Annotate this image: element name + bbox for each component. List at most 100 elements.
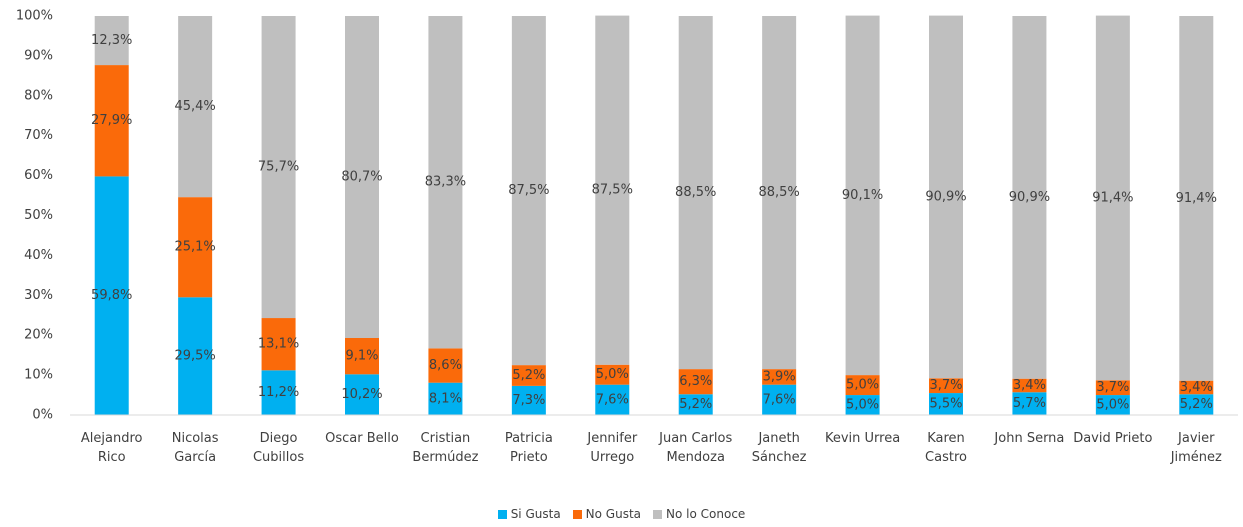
x-tick-label: Kevin Urrea <box>824 431 901 446</box>
data-label: 27,9% <box>91 113 132 128</box>
data-label: 83,3% <box>425 175 466 190</box>
y-tick-label: 60% <box>24 168 53 183</box>
data-label: 10,2% <box>341 387 382 402</box>
data-label: 87,5% <box>508 183 549 198</box>
bar-segment <box>678 16 713 370</box>
x-tick-label: Javier Jiménez <box>1170 431 1222 465</box>
bar-segment <box>929 15 963 379</box>
y-tick-label: 70% <box>24 128 53 143</box>
legend-label: No Gusta <box>585 507 642 521</box>
bar-segment <box>1095 395 1130 415</box>
bar-segment <box>595 364 630 385</box>
bar-segment <box>845 15 880 376</box>
bar-segment <box>1095 380 1130 396</box>
data-label: 90,9% <box>1009 190 1050 205</box>
data-label: 3,4% <box>1180 380 1213 395</box>
bar-segment <box>94 176 129 415</box>
bar-segment <box>178 16 213 198</box>
y-tick-label: 30% <box>24 288 53 303</box>
data-label: 5,0% <box>846 398 879 413</box>
legend-swatch <box>572 510 582 519</box>
bar-segment <box>1012 378 1047 393</box>
data-label: 3,7% <box>1096 380 1129 395</box>
data-label: 13,1% <box>258 337 299 352</box>
y-tick-label: 50% <box>24 208 53 223</box>
y-tick-label: 10% <box>24 368 53 383</box>
bar-segment <box>428 348 463 383</box>
data-label: 91,4% <box>1092 190 1133 205</box>
data-label: 11,2% <box>258 385 299 400</box>
data-label: 7,6% <box>763 392 796 407</box>
x-tick-label: Karen Castro <box>925 431 967 465</box>
legend-item: No Gusta <box>572 507 642 521</box>
bar-segment <box>595 15 630 365</box>
bar-segment <box>94 65 129 177</box>
y-tick-label: 20% <box>24 328 53 343</box>
bar-segment <box>1179 394 1214 415</box>
data-label: 87,5% <box>592 183 633 198</box>
bar-segment <box>511 365 546 386</box>
x-tick-label: Patricia Prieto <box>504 431 553 465</box>
bar-segment <box>845 395 880 415</box>
data-label: 88,5% <box>675 185 716 200</box>
data-label: 59,8% <box>91 288 132 303</box>
x-tick-label: Cristian Bermúdez <box>412 431 479 465</box>
bar-segment <box>762 384 797 415</box>
plot: 0% 10% 20% 30% 40% 50% 60% 70% 80% 90% 100% 59,8% 27… <box>16 9 1238 423</box>
bar-segment <box>1012 16 1047 379</box>
data-label: 6,3% <box>679 374 712 389</box>
data-label: 9,1% <box>345 349 378 364</box>
bar-segment <box>428 382 463 415</box>
bar-segment <box>929 378 963 394</box>
data-label: 90,1% <box>842 188 883 203</box>
x-tick-label: Oscar Bello <box>325 431 399 446</box>
data-label: 5,2% <box>512 368 545 383</box>
bar-segment <box>678 394 713 415</box>
data-label: 5,5% <box>929 397 962 412</box>
data-label: 12,3% <box>91 33 132 48</box>
bar-segment <box>345 374 379 415</box>
bar-segment <box>511 385 546 415</box>
legend-item: Si Gusta <box>497 507 561 521</box>
x-tick-label: David Prieto <box>1073 431 1153 446</box>
data-label: 45,4% <box>174 99 215 114</box>
data-label: 5,0% <box>596 367 629 382</box>
x-tick-label: Janeth Sánchez <box>751 431 807 465</box>
data-label: 3,9% <box>763 369 796 384</box>
bar-segment <box>1179 380 1214 395</box>
data-label: 8,1% <box>429 391 462 406</box>
x-tick-label: Alejandro Rico <box>80 431 143 465</box>
x-tick-label: Jennifer Urrego <box>587 431 638 465</box>
data-label: 3,4% <box>1013 378 1046 393</box>
x-tick-label: Diego Cubillos <box>252 431 305 465</box>
bar-segment <box>1012 392 1047 415</box>
bar-segment <box>261 318 296 371</box>
data-label: 5,7% <box>1013 396 1046 411</box>
bar-segment <box>595 384 630 415</box>
bar-segment <box>261 370 296 415</box>
y-tick-label: 100% <box>16 9 53 24</box>
bar-segment <box>929 393 963 415</box>
legend-swatch <box>497 510 507 519</box>
bar-segment <box>261 16 296 319</box>
bar-segment <box>94 16 129 66</box>
bar-segment <box>1095 15 1130 381</box>
legend-label: Si Gusta <box>510 507 561 521</box>
data-label: 91,4% <box>1176 191 1217 206</box>
data-label: 8,6% <box>429 358 462 373</box>
bar-segment <box>678 369 713 395</box>
data-label: 7,6% <box>596 392 629 407</box>
bar-segment <box>428 16 463 349</box>
bar-segment <box>1179 16 1214 381</box>
legend-item: No lo Conoce <box>653 507 745 521</box>
bar-segment <box>511 16 546 366</box>
data-label: 29,5% <box>174 349 215 364</box>
x-tick-label: Nicolas García <box>171 431 219 465</box>
data-label: 90,9% <box>925 189 966 204</box>
legend-label: No lo Conoce <box>666 507 746 521</box>
data-label: 7,3% <box>512 393 545 408</box>
data-label: 5,2% <box>1180 397 1213 412</box>
y-tick-label: 80% <box>24 88 53 103</box>
bar-segment <box>345 16 379 338</box>
